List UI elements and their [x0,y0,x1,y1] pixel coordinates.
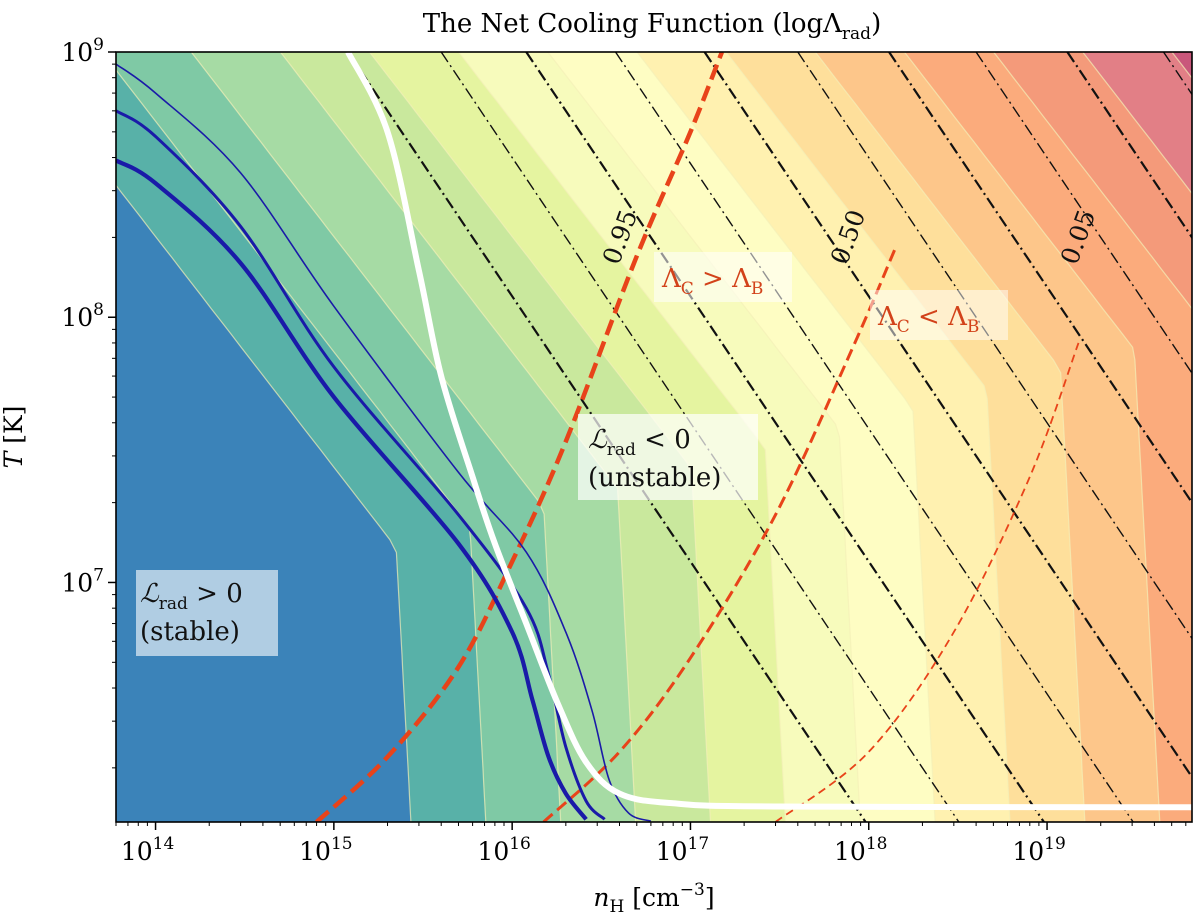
x-tick-label-0: 1014 [121,834,174,866]
y-tick-label-1: 108 [61,300,104,332]
y-tick-label-0: 107 [61,565,104,597]
chart-title: The Net Cooling Function (logΛrad) [423,9,881,44]
contour-band-0 [116,184,412,822]
minor-ticks [112,63,1187,826]
ratio-curve-0.95 [315,52,724,822]
isobar-lines [347,52,1192,822]
y-tick-label-2: 109 [61,35,104,67]
unstable-box [578,414,758,500]
x-tick-label-5: 1019 [1012,834,1065,866]
x-tick-label-2: 1016 [477,834,530,866]
lc-lt-box [870,290,1008,340]
annotation-unstable-line1: ℒrad < 0 [588,425,691,460]
isobar-2 [525,52,1045,822]
annotation-unstable-line2: (unstable) [588,463,721,493]
isobar-5 [797,52,1192,640]
stable-curve-thin [116,63,652,822]
x-tick-label-1: 1015 [299,834,352,866]
annotation-lc-lt-lb: ΛC < ΛB [877,302,979,337]
y-axis-ticks: 107 108 109 [61,35,116,597]
isobar-3 [614,52,1134,822]
lc-gt-box [654,252,792,302]
stable-curves [116,63,652,822]
stable-curve-medium [116,109,606,821]
x-tick-label-4: 1018 [834,834,887,866]
isobar-7 [975,52,1192,375]
x-tick-label-3: 1017 [656,834,709,866]
stable-box [136,570,278,656]
x-axis-label: nH [cm−3] [593,880,714,917]
ratio-curve-0.50 [542,248,897,822]
stable-curve-thick [116,158,588,821]
ratio-curves [315,52,1080,822]
critical-curve-group [345,52,1192,811]
isobar-6 [888,52,1192,505]
ratio-curve-0.05 [774,342,1080,822]
isobar-4 [703,52,1192,780]
y-axis-label: T [K] [0,406,28,469]
annotation-stable-line2: (stable) [140,617,240,647]
plot-area [116,52,1192,822]
critical-curve [345,52,1192,811]
x-axis-ticks: 1014 1015 1016 1017 1018 1019 [121,822,1066,866]
isobar-8 [1066,52,1192,240]
plot-frame [115,51,1193,823]
annotation-stable-line1: ℒrad > 0 [140,579,243,614]
annotation-lc-gt-lb: ΛC > ΛB [661,264,763,299]
contour-bands [116,52,1192,822]
